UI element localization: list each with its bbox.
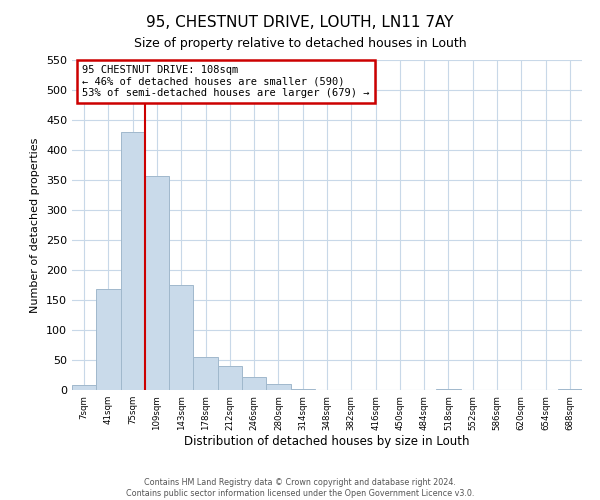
X-axis label: Distribution of detached houses by size in Louth: Distribution of detached houses by size … (184, 436, 470, 448)
Text: 95 CHESTNUT DRIVE: 108sqm
← 46% of detached houses are smaller (590)
53% of semi: 95 CHESTNUT DRIVE: 108sqm ← 46% of detac… (82, 65, 370, 98)
Text: 95, CHESTNUT DRIVE, LOUTH, LN11 7AY: 95, CHESTNUT DRIVE, LOUTH, LN11 7AY (146, 15, 454, 30)
Bar (121, 132, 145, 390)
Bar (193, 357, 218, 390)
Bar (218, 366, 242, 390)
Bar (290, 389, 315, 390)
Bar (169, 285, 193, 390)
Bar (96, 289, 121, 390)
Text: Contains HM Land Registry data © Crown copyright and database right 2024.
Contai: Contains HM Land Registry data © Crown c… (126, 478, 474, 498)
Bar (72, 385, 96, 390)
Bar (145, 176, 169, 390)
Bar (266, 384, 290, 390)
Y-axis label: Number of detached properties: Number of detached properties (31, 138, 40, 312)
Bar (242, 377, 266, 390)
Text: Size of property relative to detached houses in Louth: Size of property relative to detached ho… (134, 38, 466, 51)
